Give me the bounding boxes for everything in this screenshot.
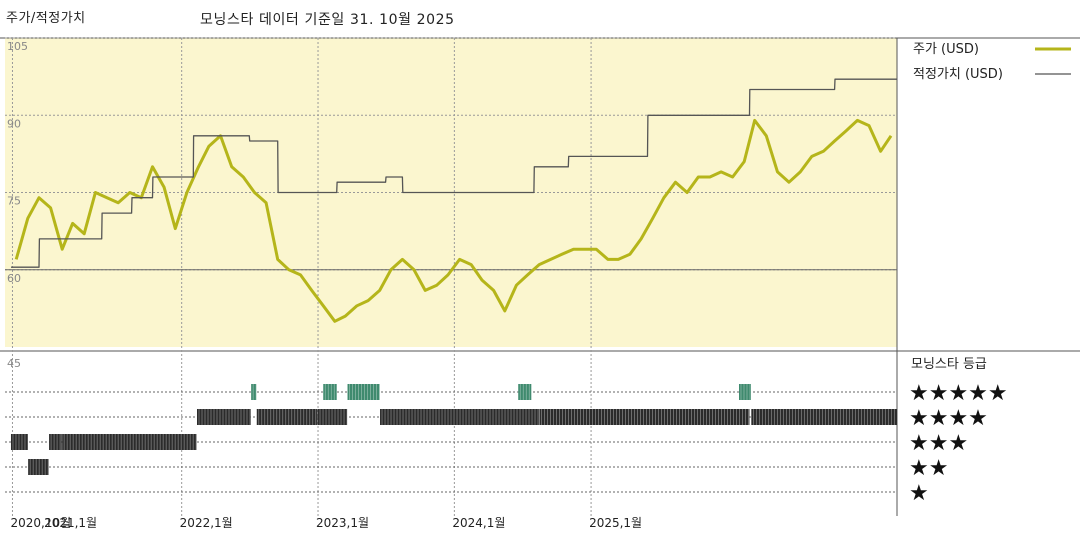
rating-bar xyxy=(49,434,62,450)
rating-bar xyxy=(256,409,318,425)
rating-segment xyxy=(10,434,28,450)
rating-stars-3: ★★★ xyxy=(909,431,968,456)
rating-bar xyxy=(738,384,751,400)
rating-segment xyxy=(539,409,750,425)
rating-segment xyxy=(347,384,380,400)
rating-stars-4: ★★★★ xyxy=(909,406,988,431)
legend-label: 주가 (USD) xyxy=(913,42,979,57)
rating-bar xyxy=(751,409,897,425)
rating-bar xyxy=(518,384,532,400)
rating-bar xyxy=(28,459,49,475)
x-tick-label: 2025,1월 xyxy=(589,516,642,530)
y-tick-label: 45 xyxy=(7,357,21,370)
rating-bar xyxy=(62,434,197,450)
fair-value-line xyxy=(11,78,897,268)
y-tick-label: 75 xyxy=(7,195,21,208)
y-tick-label: 105 xyxy=(7,40,28,53)
price-line xyxy=(14,118,893,323)
rating-segment xyxy=(518,384,532,400)
x-tick-label: 2024,1월 xyxy=(452,516,505,530)
rating-bar xyxy=(323,384,337,400)
rating-segment xyxy=(323,384,337,400)
legend-label: 적정가치 (USD) xyxy=(913,67,1003,82)
chart-subtitle: 모닝스타 데이터 기준일 31. 10월 2025 xyxy=(200,12,455,28)
rating-segment xyxy=(196,409,251,425)
rating-segment xyxy=(62,434,197,450)
rating-stars-2: ★★ xyxy=(909,456,948,481)
rating-segment xyxy=(28,459,49,475)
rating-bar xyxy=(251,384,257,400)
y-tick-label: 60 xyxy=(7,272,21,285)
y-tick-label: 90 xyxy=(7,117,21,130)
rating-segment xyxy=(738,384,751,400)
x-tick-label: 2022,1월 xyxy=(180,516,233,530)
rating-segment xyxy=(251,384,257,400)
rating-bar xyxy=(196,409,251,425)
rating-legend-title: 모닝스타 등급 xyxy=(911,357,987,372)
x-tick-label: 2023,1월 xyxy=(316,516,369,530)
rating-segment xyxy=(751,409,897,425)
rating-segment xyxy=(256,409,318,425)
rating-segment xyxy=(318,409,348,425)
rating-segment xyxy=(49,434,62,450)
rating-bar xyxy=(318,409,348,425)
x-tick-label: 2020,10월 xyxy=(10,516,71,530)
chart-title: 주가/적정가치 xyxy=(6,11,86,26)
rating-stars-5: ★★★★★ xyxy=(909,381,1008,406)
rating-bar xyxy=(380,409,540,425)
rating-stars-1: ★ xyxy=(909,481,929,506)
rating-bar xyxy=(10,434,28,450)
rating-segment xyxy=(380,409,540,425)
rating-bar xyxy=(347,384,380,400)
x-tick-label: 2021,1월 xyxy=(44,516,97,530)
rating-bar xyxy=(539,409,750,425)
